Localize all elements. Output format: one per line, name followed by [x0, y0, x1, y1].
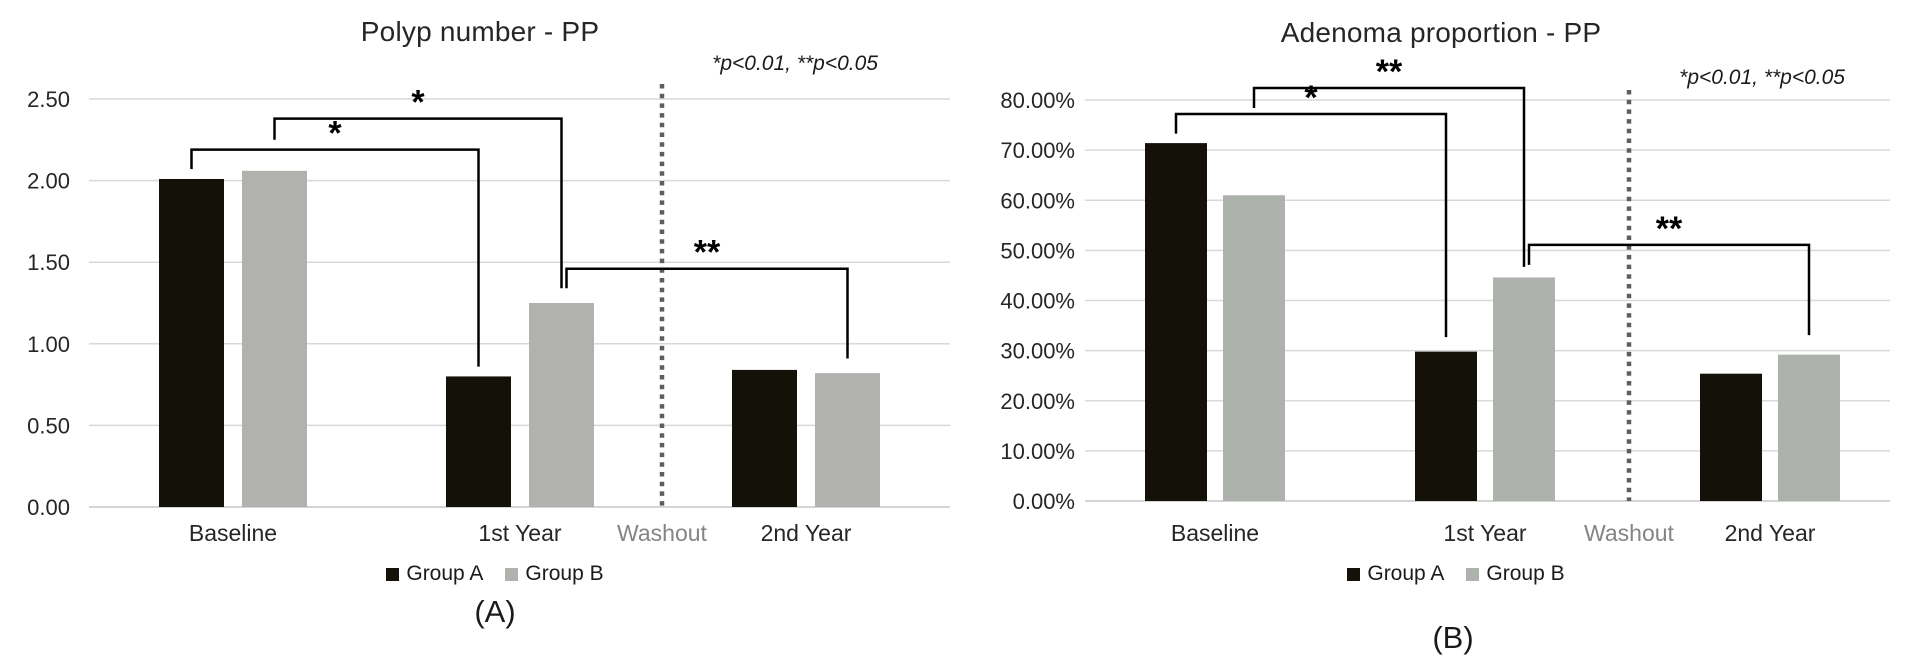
y-tick-label: 80.00%: [1000, 88, 1075, 113]
panel-caption-b: (B): [1432, 620, 1474, 655]
significance-bracket: [190, 148, 480, 367]
x-category-label: 2nd Year: [761, 520, 852, 546]
panel-b: 0.00% 10.00% 20.00% 30.00% 40.00% 50.00% 60.00…: [960, 0, 1922, 666]
significance-label: **: [1376, 53, 1403, 91]
y-tick-label: 40.00%: [1000, 289, 1075, 314]
bar-group-b-2nd-year: [1778, 354, 1840, 501]
adenoma-proportion-chart: 0.00% 10.00% 20.00% 30.00% 40.00% 50.00% 60.00…: [1000, 53, 1890, 546]
legend-a: Group A Group B: [15, 562, 975, 586]
bar-group-a-baseline: [159, 178, 224, 507]
y-tick-label: 20.00%: [1000, 389, 1075, 414]
y-tick-label: 0.00: [27, 495, 70, 520]
group-a-swatch: [1347, 567, 1361, 581]
bar-group-b-1st-year: [1493, 277, 1555, 501]
bar-group-a-1st-year: [1415, 351, 1477, 501]
legend-item-group-a: Group A: [1347, 562, 1444, 586]
significance-bracket: [1527, 243, 1811, 336]
polyp-number-chart: 0.000.501.001.502.002.50 ****Baseline 1st …: [27, 84, 950, 546]
chart-title-a: Polyp number - PP: [360, 16, 600, 47]
y-tick-label: 1.00: [27, 332, 70, 357]
bar-group-b-baseline: [242, 170, 307, 508]
bar-group-b-1st-year: [529, 303, 594, 507]
chart-title-b: Adenoma proportion - PP: [1280, 17, 1602, 48]
y-tick-label: 30.00%: [1000, 339, 1075, 364]
significance-key-b: *p<0.01, **p<0.05: [1679, 66, 1845, 89]
group-b-swatch: [1466, 567, 1480, 581]
x-category-label: 1st Year: [478, 520, 561, 546]
significance-label: **: [1656, 210, 1683, 248]
y-tick-label: 1.50: [27, 250, 70, 275]
bar-group-b-baseline: [1223, 195, 1285, 502]
y-tick-label: 60.00%: [1000, 188, 1075, 213]
y-tick-label: 10.00%: [1000, 439, 1075, 464]
panel-a: 0.00 0.50 1.00 1.50 2.00 2.50 * * ** Baseline 1st …: [0, 0, 960, 666]
washout-label: Washout: [1584, 520, 1675, 546]
significance-key-a: *p<0.01, **p<0.05: [712, 52, 878, 75]
bar-group-a-2nd-year: [1700, 373, 1762, 501]
x-category-label: 2nd Year: [1725, 520, 1816, 546]
bar-group-a-baseline: [1145, 143, 1207, 502]
bar-group-a-1st-year: [446, 376, 511, 507]
legend-label-group-a: Group A: [406, 562, 484, 585]
group-b-swatch: [505, 567, 519, 581]
significance-label: *: [411, 84, 425, 122]
y-tick-label: 70.00%: [1000, 138, 1075, 163]
bar-group-a-2nd-year: [732, 369, 797, 507]
x-category-label: 1st Year: [1443, 520, 1526, 546]
significance-label: *: [1304, 79, 1318, 117]
legend-item-group-b: Group B: [505, 562, 604, 586]
legend-item-group-a: Group A: [386, 562, 483, 586]
x-category-label: Baseline: [189, 520, 277, 546]
significance-label: *: [328, 115, 342, 153]
significance-bracket: [1174, 112, 1448, 338]
legend-label-group-b: Group B: [1486, 562, 1565, 585]
y-tick-label: 2.00: [27, 169, 70, 194]
y-tick-label: 50.00%: [1000, 238, 1075, 263]
significance-bracket: [1252, 86, 1526, 267]
y-tick-label: 0.50: [27, 413, 70, 438]
washout-label: Washout: [617, 520, 708, 546]
bar-group-b-2nd-year: [815, 373, 880, 507]
significance-label: **: [694, 234, 721, 272]
legend-label-group-b: Group B: [525, 562, 604, 585]
significance-bracket: [273, 117, 563, 289]
x-category-label: Baseline: [1171, 520, 1259, 546]
legend-b: Group A Group B: [975, 562, 1922, 586]
y-tick-label: 2.50: [27, 87, 70, 112]
legend-item-group-b: Group B: [1466, 562, 1565, 586]
y-tick-label: 0.00%: [1013, 489, 1075, 514]
significance-bracket: [565, 267, 849, 359]
group-a-swatch: [386, 567, 400, 581]
legend-label-group-a: Group A: [1367, 562, 1445, 585]
panel-caption-a: (A): [474, 594, 516, 629]
